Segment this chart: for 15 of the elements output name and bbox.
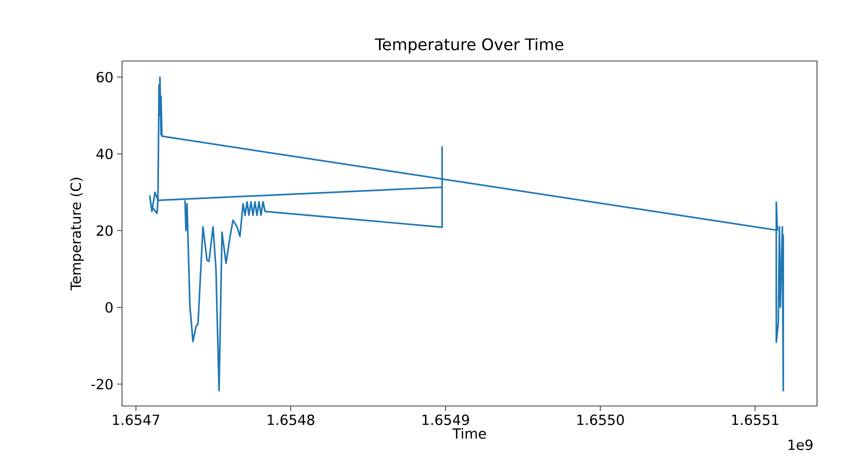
y-tick-label: 0 xyxy=(106,302,113,313)
x-tick-label: 1.6551 xyxy=(732,414,778,426)
chart-title: Temperature Over Time xyxy=(374,38,564,54)
text: 1e9 xyxy=(788,440,812,450)
y-tick-label: 20 xyxy=(96,225,113,236)
y-tick-label: 60 xyxy=(96,72,113,82)
x-axis-title: Time xyxy=(452,428,486,439)
x-tick-label: 1.6550 xyxy=(577,414,624,426)
x-tick-label: 1.6548 xyxy=(268,414,314,426)
x-tick-label: 1.6547 xyxy=(112,414,160,426)
y-tick-label: 40 xyxy=(96,148,113,160)
x-tick-label: 1.6549 xyxy=(422,414,470,426)
y-tick-label: -20 xyxy=(91,378,113,390)
line-series xyxy=(149,76,784,392)
y-axis-title: Temperature (C) xyxy=(70,178,84,290)
